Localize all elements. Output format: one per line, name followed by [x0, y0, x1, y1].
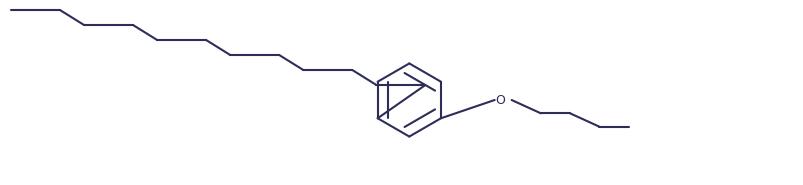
Text: O: O [495, 93, 505, 107]
